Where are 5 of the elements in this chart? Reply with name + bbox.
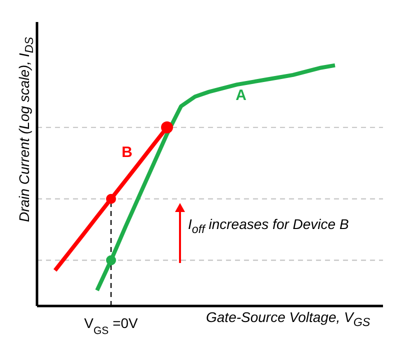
text: V$_{GS}$ =0V [84, 315, 138, 337]
annotation: I$_{off}$ increases for Device B [188, 216, 349, 236]
x-axis-title: Gate-Source Voltage, V$_{GS}$ [206, 309, 370, 329]
series-label: B [122, 144, 133, 161]
series-label: A [236, 86, 247, 104]
